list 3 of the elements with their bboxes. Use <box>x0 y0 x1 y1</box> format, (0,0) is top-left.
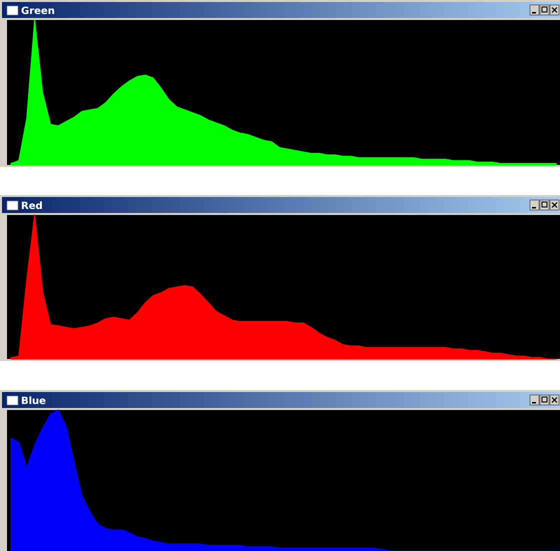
chart-title: Blue <box>21 396 46 407</box>
chart-title: Red <box>21 201 43 212</box>
chart-title: Green <box>21 6 55 17</box>
